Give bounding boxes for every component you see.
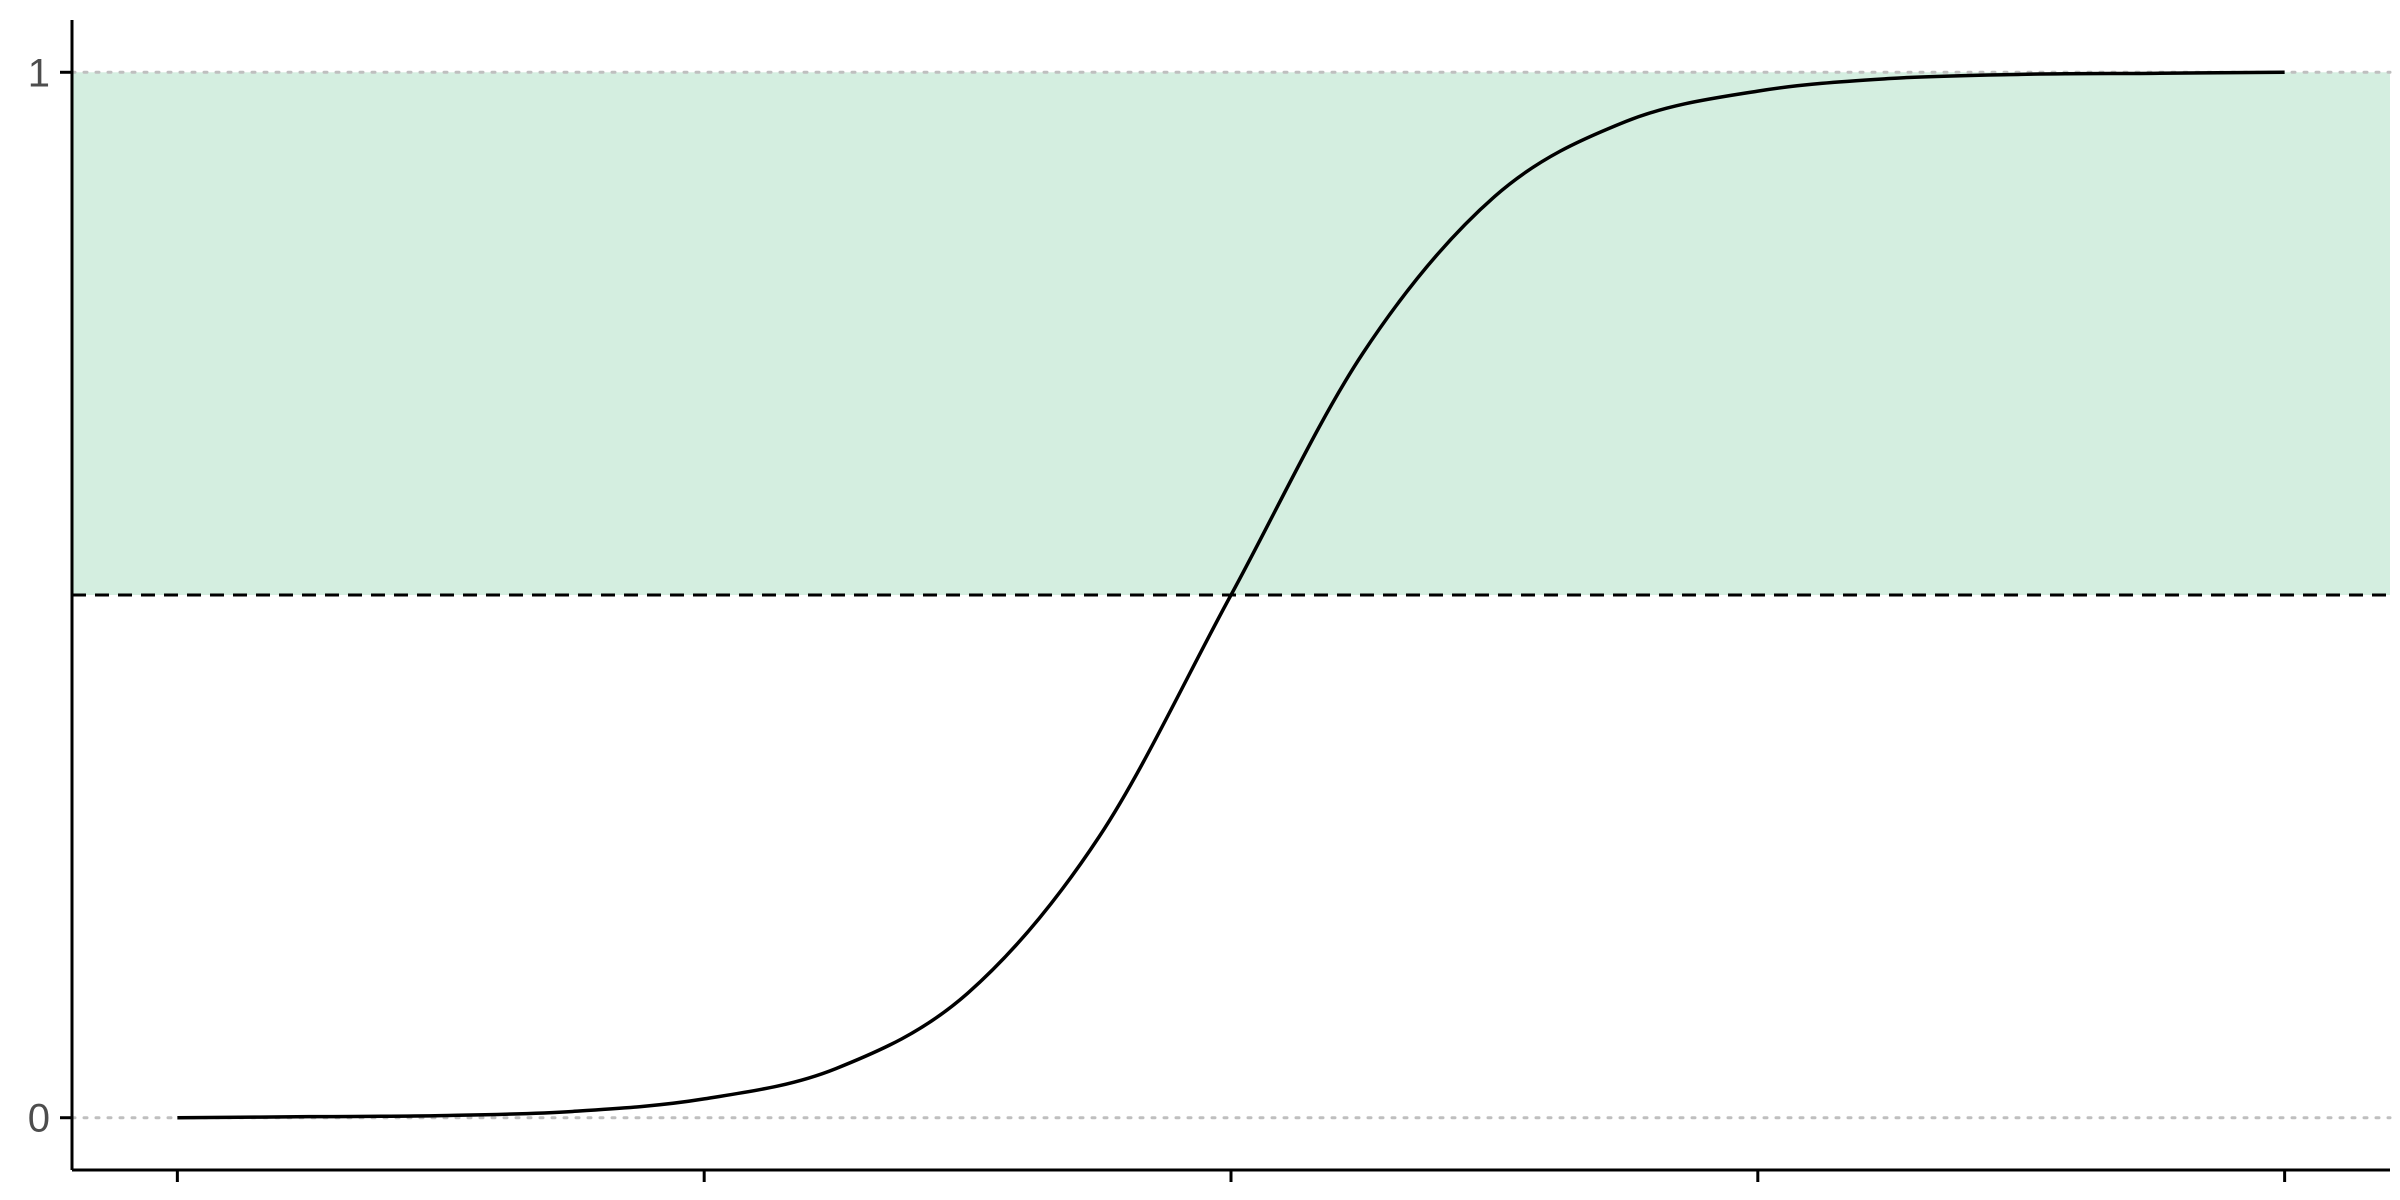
y-tick-label-0: 0	[28, 1097, 50, 1141]
shaded-band	[72, 72, 2390, 596]
series-line-0	[177, 70, 2285, 1120]
y-tick-label-1: 1	[28, 51, 50, 95]
